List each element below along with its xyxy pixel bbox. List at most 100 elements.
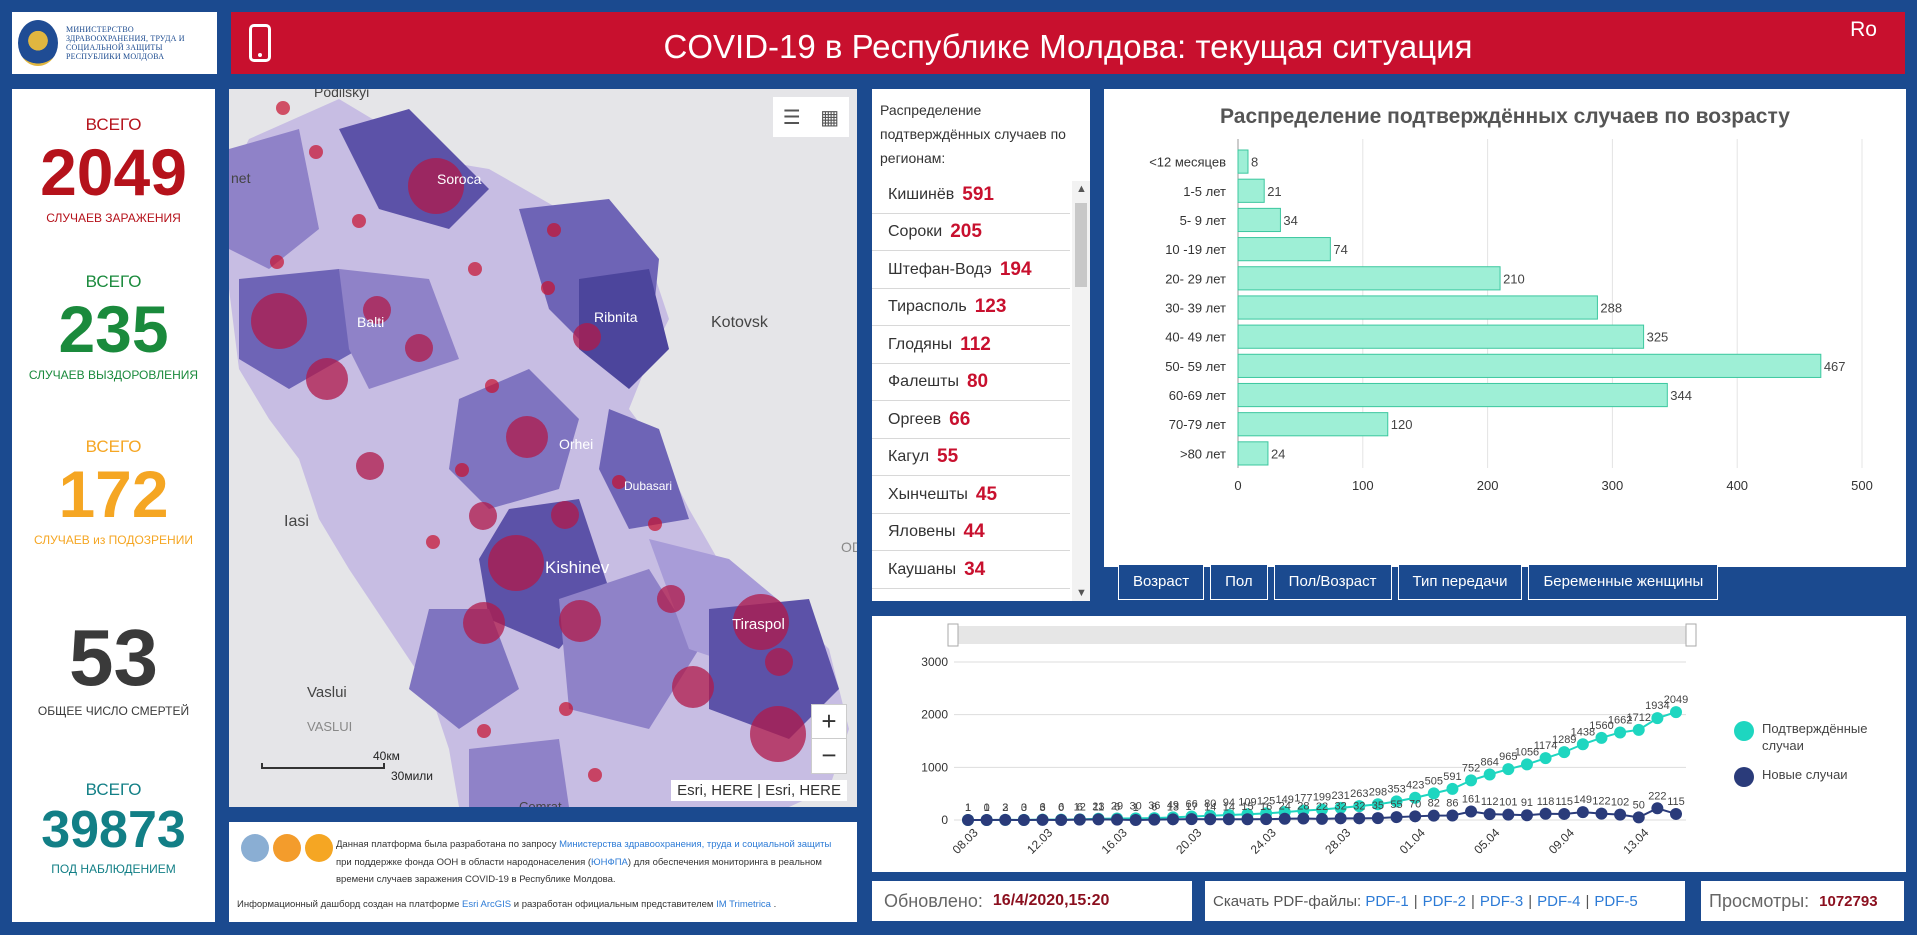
series-point (1632, 723, 1645, 736)
series-point (1502, 763, 1515, 776)
pdf-1-link[interactable]: PDF-1 (1365, 892, 1409, 910)
series-point (1558, 746, 1571, 759)
series-value-label: 0 (1058, 802, 1064, 814)
tab-4[interactable]: Беременные женщины (1528, 564, 1719, 600)
region-row[interactable]: Яловены 44 (872, 514, 1070, 552)
region-value: 112 (960, 333, 991, 355)
stat-recovered: ВСЕГО 235 СЛУЧАЕВ ВЫЗДОРОВЛЕНИЯ (12, 272, 215, 382)
stat-label: ВСЕГО (85, 272, 142, 291)
updated-value: 16/4/2020,15:20 (992, 892, 1110, 909)
series-point (1073, 813, 1086, 826)
series-value-label: 101 (1499, 797, 1517, 809)
series-value-label: 50 (1633, 799, 1645, 811)
series-value-label: 1 (984, 802, 990, 814)
scroll-thumb[interactable] (1075, 203, 1087, 287)
region-row[interactable]: Глодяны 112 (872, 326, 1070, 364)
region-value: 80 (966, 371, 989, 393)
series-value-label: 222 (1648, 790, 1666, 802)
age-category-label: 10 -19 лет (1165, 242, 1226, 257)
legend-confirmed[interactable]: Подтверждённые случаи (1734, 721, 1872, 755)
regions-scrollbar[interactable]: ▲ ▼ (1072, 181, 1090, 601)
series-point (1595, 807, 1608, 820)
age-category-label: >80 лет (1180, 446, 1226, 461)
age-category-label: 5- 9 лет (1180, 213, 1226, 228)
pdf-2-link[interactable]: PDF-2 (1422, 892, 1466, 910)
map-scale: 40км 30мили (261, 749, 433, 783)
unfpa-link[interactable]: ЮНФПА (591, 856, 628, 868)
trimetrica-link[interactable]: IM Trimetrica (716, 899, 771, 910)
map-canvas[interactable]: Podilskyi net Soroca Balti Ribnita Kotov… (229, 89, 857, 807)
age-bar (1237, 207, 1281, 233)
region-value: 66 (949, 408, 971, 430)
region-row[interactable]: Хынчешты 45 (872, 476, 1070, 514)
tab-2[interactable]: Пол/Возраст (1273, 564, 1392, 600)
age-category-label: 70-79 лет (1169, 417, 1226, 432)
region-row[interactable]: Кишинёв 591 (872, 176, 1070, 214)
age-bar (1237, 412, 1389, 437)
series-value-label: 1056 (1515, 746, 1539, 758)
tab-3[interactable]: Тип передачи (1397, 564, 1523, 600)
region-row[interactable]: Тирасполь 123 (872, 289, 1070, 327)
mobile-phone-icon[interactable] (249, 24, 271, 62)
pdf-3-link[interactable]: PDF-3 (1479, 892, 1524, 910)
region-row[interactable]: Оргеев 66 (872, 401, 1070, 439)
line-xtick: 12.03 (1024, 825, 1055, 856)
series-value-label: 161 (1462, 794, 1480, 806)
age-category-label: 1-5 лет (1183, 184, 1226, 199)
legend-new[interactable]: Новые случаи (1734, 766, 1872, 787)
series-value-label: 1174 (1534, 740, 1558, 752)
series-value-label: 177 (1294, 793, 1312, 805)
series-value-label: 112 (1481, 796, 1499, 808)
series-point (1260, 813, 1273, 826)
age-category-label: 40- 49 лет (1165, 330, 1226, 345)
age-value-label: 467 (1824, 359, 1846, 374)
age-chart-title: Распределение подтверждённых случаев по … (1220, 105, 1790, 128)
basemap-grid-icon[interactable]: ▦ (820, 106, 840, 129)
series-point (1185, 813, 1198, 826)
map-label: Tiraspol (732, 616, 785, 633)
timeline-chart-panel: 0 1000 2000 3000 08.03 12.03 16.03 20.03 24.03 28… (872, 616, 1906, 872)
age-bar (1237, 382, 1668, 408)
map-view[interactable]: Podilskyi net Soroca Balti Ribnita Kotov… (229, 89, 857, 807)
ministry-logo[interactable]: МИНИСТЕРСТВО ЗДРАВООХРАНЕНИЯ, ТРУДА И СО… (12, 12, 217, 74)
scroll-down-icon[interactable]: ▼ (1076, 587, 1087, 599)
case-circles[interactable] (251, 158, 806, 762)
arcgis-link[interactable]: Esri ArcGIS (462, 899, 512, 910)
series-value-label: 1662 (1608, 714, 1632, 726)
language-switch-link[interactable]: Ro (1850, 18, 1877, 41)
series-value-label: 30 (1130, 800, 1142, 812)
series-value-label: 102 (1611, 797, 1629, 809)
tab-0[interactable]: Возраст (1118, 564, 1205, 600)
series-point (1371, 798, 1384, 811)
series-point (962, 813, 974, 826)
region-row[interactable]: Каушаны 34 (872, 551, 1070, 589)
range-handle-right (1685, 623, 1697, 647)
line-xtick: 24.03 (1248, 825, 1279, 856)
series-point (1539, 807, 1552, 820)
line-ytick: 3000 (921, 655, 948, 669)
series-point (1334, 801, 1347, 814)
region-row[interactable]: Штефан-Водэ 194 (872, 251, 1070, 289)
map-label: Soroca (437, 171, 482, 187)
legend-label: Подтверждённые случаи (1762, 721, 1868, 753)
map-label: Comrat (519, 799, 562, 807)
pdf-4-link[interactable]: PDF-4 (1537, 892, 1581, 910)
region-row[interactable]: Сороки 205 (872, 214, 1070, 252)
line-xtick: 16.03 (1099, 825, 1130, 856)
series-value-label: 298 (1369, 786, 1387, 798)
series-point (1632, 811, 1645, 824)
ministry-link[interactable]: Министерства здравоохранения, труда и со… (559, 839, 832, 850)
age-value-label: 34 (1283, 213, 1297, 228)
page-title: COVID-19 в Республике Молдова: текущая с… (663, 28, 1473, 65)
tab-1[interactable]: Пол (1210, 564, 1268, 600)
region-row[interactable]: Фалешты 80 (872, 364, 1070, 402)
series-point (1614, 808, 1627, 821)
region-row[interactable]: Кагул 55 (872, 439, 1070, 477)
zoom-in-button[interactable]: + (812, 705, 846, 739)
pdf-5-link[interactable]: PDF-5 (1594, 892, 1638, 910)
scroll-up-icon[interactable]: ▲ (1076, 183, 1087, 195)
series-point (1409, 791, 1422, 804)
age-bar (1237, 324, 1645, 349)
list-icon[interactable]: ☰ (782, 106, 801, 129)
zoom-out-button[interactable]: − (821, 740, 837, 770)
